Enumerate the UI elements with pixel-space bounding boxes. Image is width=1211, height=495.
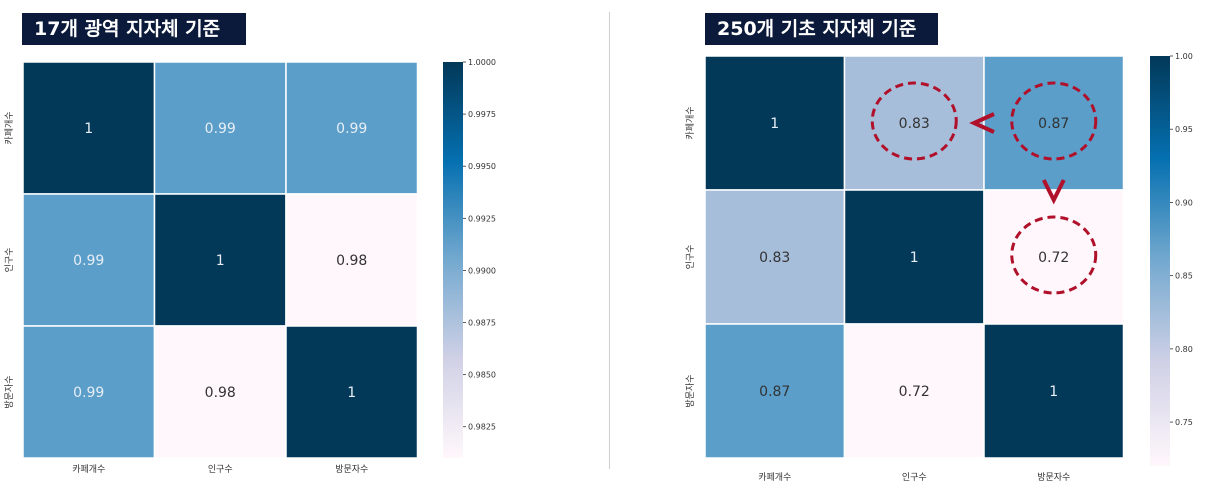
colorbar-tick-label: 0.9850 bbox=[468, 371, 496, 380]
colorbar-tick-label: 0.9925 bbox=[468, 214, 496, 223]
x-tick-label: 카페개수 bbox=[72, 464, 105, 475]
cell-value-label: 0.99 bbox=[205, 121, 236, 137]
highlight-circle bbox=[1010, 215, 1098, 295]
highlight-circle bbox=[1010, 81, 1098, 161]
cell-value-label: 1 bbox=[1049, 384, 1058, 400]
cell-value-label: 0.83 bbox=[759, 250, 790, 266]
colorbar-tick-label: 0.9900 bbox=[468, 266, 496, 275]
colorbar-tick-label: 0.75 bbox=[1175, 418, 1193, 427]
colorbar-tick-label: 0.9975 bbox=[468, 110, 496, 119]
cell-value-label: 1 bbox=[84, 121, 93, 137]
x-tick-label: 방문자수 bbox=[1037, 472, 1070, 483]
x-tick-label: 카페개수 bbox=[758, 472, 791, 483]
cell-value-label: 0.99 bbox=[336, 121, 367, 137]
cell-value-label: 1 bbox=[910, 250, 919, 266]
y-tick-label: 카페개수 bbox=[685, 106, 696, 139]
colorbar-tick-label: 0.9825 bbox=[468, 423, 496, 432]
colorbar-tick-label: 0.95 bbox=[1175, 125, 1193, 134]
colorbar-tick-label: 0.9950 bbox=[468, 162, 496, 171]
cell-value-label: 0.72 bbox=[1038, 250, 1069, 266]
heatmap-cell bbox=[983, 189, 1125, 325]
highlight-circle bbox=[870, 81, 958, 161]
heatmap-cell bbox=[843, 55, 985, 191]
heatmap-cell bbox=[704, 189, 846, 325]
cell-value-label: 0.87 bbox=[1038, 116, 1069, 132]
colorbar-tick-label: 0.80 bbox=[1175, 345, 1193, 354]
cell-value-label: 1 bbox=[770, 116, 779, 132]
heatmap-cell bbox=[983, 323, 1125, 459]
heatmap-cell bbox=[22, 193, 156, 327]
colorbar-tick-label: 1.0000 bbox=[468, 58, 496, 67]
cell-value-label: 1 bbox=[216, 253, 225, 269]
cell-value-label: 1 bbox=[347, 385, 356, 401]
heatmap-cell bbox=[285, 325, 419, 459]
cell-value-label: 0.99 bbox=[73, 253, 104, 269]
y-tick-label: 인구수 bbox=[685, 245, 696, 270]
colorbar-tick-label: 0.85 bbox=[1175, 272, 1193, 281]
heatmap-cell bbox=[704, 323, 846, 459]
less-than-symbol bbox=[969, 112, 995, 134]
cell-value-label: 0.98 bbox=[205, 385, 236, 401]
y-tick-label: 카페개수 bbox=[4, 111, 15, 144]
y-tick-label: 방문자수 bbox=[4, 375, 15, 408]
panel-divider bbox=[609, 12, 610, 469]
heatmap-cell bbox=[843, 323, 985, 459]
heatmap-cell bbox=[285, 193, 419, 327]
heatmap-cell bbox=[22, 325, 156, 459]
colorbar bbox=[443, 62, 463, 458]
x-tick-label: 방문자수 bbox=[335, 464, 368, 475]
chart-title-left: 17개 광역 지자체 기준 bbox=[22, 13, 246, 45]
y-tick-label: 방문자수 bbox=[685, 374, 696, 407]
x-tick-label: 인구수 bbox=[902, 472, 927, 483]
cell-value-label: 0.72 bbox=[899, 384, 930, 400]
y-tick-label: 인구수 bbox=[4, 248, 15, 273]
colorbar-tick-label: 1.00 bbox=[1175, 52, 1193, 61]
colorbar-tick-label: 0.90 bbox=[1175, 198, 1193, 207]
heatmap-cell bbox=[285, 61, 419, 195]
heatmap-cell bbox=[983, 55, 1125, 191]
chart-title-right: 250개 기초 지자체 기준 bbox=[705, 13, 938, 45]
colorbar-tick-label: 0.9875 bbox=[468, 319, 496, 328]
heatmap-cell bbox=[843, 189, 985, 325]
cell-value-label: 0.98 bbox=[336, 253, 367, 269]
x-tick-label: 인구수 bbox=[208, 464, 233, 475]
heatmap-cell bbox=[153, 325, 287, 459]
cell-value-label: 0.99 bbox=[73, 385, 104, 401]
cell-value-label: 0.83 bbox=[899, 116, 930, 132]
colorbar bbox=[1150, 56, 1170, 466]
down-arrow-symbol bbox=[1041, 179, 1066, 205]
cell-value-label: 0.87 bbox=[759, 384, 790, 400]
